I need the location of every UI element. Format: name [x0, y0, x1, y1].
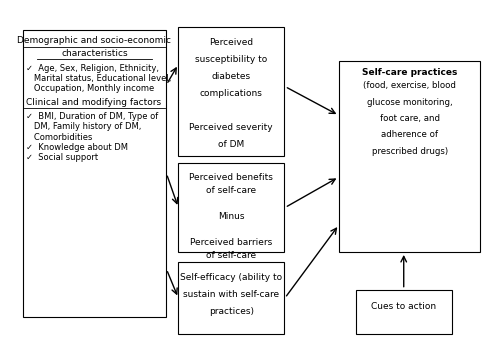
Bar	[22, 30, 167, 317]
Bar	[178, 262, 284, 334]
Text: Occupation, Monthly income: Occupation, Monthly income	[26, 84, 154, 93]
Text: of self-care: of self-care	[206, 251, 256, 260]
Text: ✓  Social support: ✓ Social support	[26, 153, 99, 162]
Text: of DM: of DM	[218, 140, 244, 149]
Text: prescribed drugs): prescribed drugs)	[372, 147, 448, 156]
Text: ✓  Age, Sex, Religion, Ethnicity,: ✓ Age, Sex, Religion, Ethnicity,	[26, 64, 160, 73]
Text: characteristics: characteristics	[61, 49, 128, 58]
Text: Perceived barriers: Perceived barriers	[190, 238, 272, 247]
Text: Perceived severity: Perceived severity	[190, 123, 273, 132]
Text: ✓  BMI, Duration of DM, Type of: ✓ BMI, Duration of DM, Type of	[26, 112, 158, 121]
Text: Clinical and modifying factors: Clinical and modifying factors	[26, 98, 162, 107]
Text: Minus: Minus	[218, 212, 244, 221]
Bar	[356, 290, 452, 334]
Text: of self-care: of self-care	[206, 186, 256, 195]
Text: DM, Family history of DM,: DM, Family history of DM,	[26, 122, 142, 131]
Text: Perceived benefits: Perceived benefits	[189, 173, 273, 182]
Text: glucose monitoring,: glucose monitoring,	[367, 98, 452, 107]
Bar	[178, 163, 284, 252]
Bar	[178, 27, 284, 156]
Bar	[339, 61, 480, 252]
Text: Comorbidities: Comorbidities	[26, 133, 93, 142]
Text: Perceived: Perceived	[209, 37, 253, 46]
Text: Cues to action: Cues to action	[371, 302, 436, 311]
Text: adherence of: adherence of	[381, 130, 438, 139]
Text: susceptibility to: susceptibility to	[195, 55, 268, 64]
Text: foot care, and: foot care, and	[380, 114, 440, 123]
Text: Self-efficacy (ability to: Self-efficacy (ability to	[180, 272, 282, 281]
Text: Self-care practices: Self-care practices	[362, 68, 458, 77]
Text: practices): practices)	[208, 307, 254, 316]
Text: sustain with self-care: sustain with self-care	[183, 290, 279, 298]
Text: Marital status, Educational level,: Marital status, Educational level,	[26, 74, 172, 83]
Text: (food, exercise, blood: (food, exercise, blood	[364, 81, 456, 90]
Text: diabetes: diabetes	[212, 72, 250, 81]
Text: Demographic and socio-economic: Demographic and socio-economic	[18, 36, 172, 45]
Text: ✓  Knowledge about DM: ✓ Knowledge about DM	[26, 143, 128, 152]
Text: complications: complications	[200, 89, 262, 98]
